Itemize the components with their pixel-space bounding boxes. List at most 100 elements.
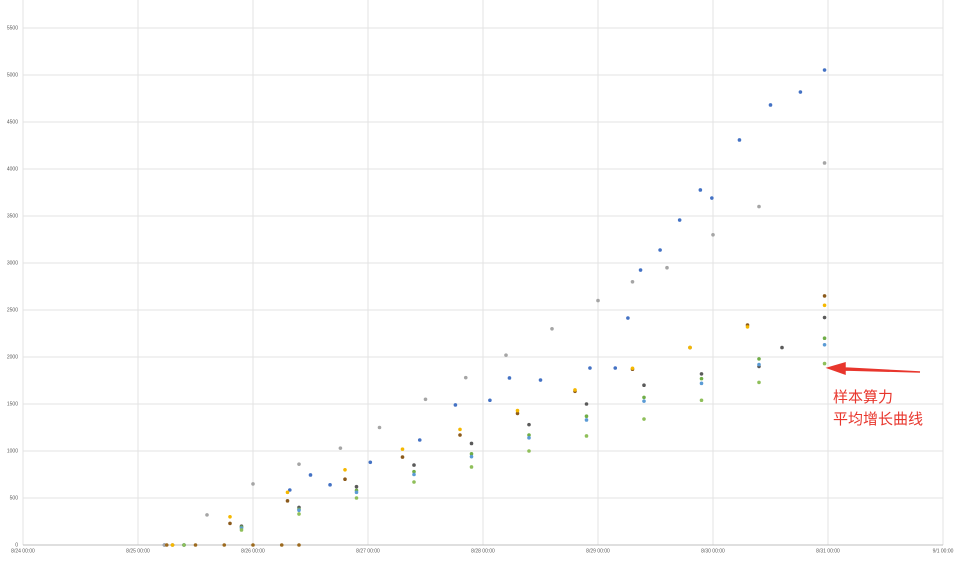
annotation: 样本算力 [833, 388, 893, 406]
point [164, 543, 169, 547]
point [768, 103, 773, 107]
point [699, 376, 704, 381]
x-tick-label: 8/30 00:00 [701, 548, 725, 554]
point [745, 325, 750, 329]
point [412, 472, 416, 477]
point [584, 434, 589, 438]
point [400, 447, 405, 451]
x-tick-label: 8/31 00:00 [816, 548, 840, 554]
point [285, 499, 290, 503]
point [297, 543, 301, 547]
point [642, 395, 646, 400]
point [757, 357, 761, 361]
point [182, 543, 186, 547]
point [504, 353, 508, 357]
y-tick-label: 5000 [7, 72, 18, 78]
point [630, 366, 635, 371]
point [538, 378, 543, 382]
point [698, 188, 703, 192]
point [412, 463, 416, 467]
point [688, 345, 692, 350]
point [354, 484, 359, 489]
point [757, 380, 761, 385]
point [711, 233, 715, 237]
point [596, 298, 600, 303]
point [488, 398, 492, 403]
y-tick-label: 2000 [7, 354, 18, 360]
point [285, 490, 290, 495]
point [507, 376, 512, 380]
point [642, 417, 646, 421]
point [665, 265, 669, 270]
point [228, 521, 232, 526]
point [550, 327, 554, 331]
point [453, 403, 458, 407]
point [469, 441, 474, 446]
point [822, 361, 827, 366]
point [205, 513, 209, 517]
point [193, 543, 198, 547]
x-tick-label: 8/27 00:00 [356, 548, 380, 554]
point [584, 414, 589, 419]
point [354, 496, 359, 500]
point [677, 218, 682, 222]
point [515, 411, 520, 416]
point [228, 515, 232, 519]
point [343, 468, 347, 472]
point [400, 455, 405, 459]
point [822, 294, 827, 298]
point [412, 469, 416, 474]
point [658, 248, 662, 252]
y-tick-label: 1000 [7, 448, 18, 454]
y-tick-label: 2500 [7, 307, 18, 313]
point [469, 465, 474, 469]
y-tick-label: 5500 [7, 25, 18, 31]
point [469, 454, 474, 459]
point [239, 528, 244, 532]
point [822, 303, 827, 308]
point [584, 418, 589, 422]
x-tick-label: 8/29 00:00 [586, 548, 610, 554]
point [297, 508, 301, 513]
point [368, 460, 373, 465]
point [642, 399, 646, 403]
point [822, 342, 827, 347]
point [308, 473, 313, 477]
point [642, 383, 646, 388]
point [377, 425, 382, 430]
point [630, 280, 635, 284]
y-tick-label: 3000 [7, 260, 18, 266]
point [527, 436, 531, 440]
point [798, 90, 803, 94]
point [469, 452, 474, 456]
y-tick-label: 4500 [7, 119, 18, 125]
point [170, 543, 175, 547]
arrow [825, 361, 921, 376]
point [463, 375, 468, 380]
point [251, 482, 255, 486]
point [737, 138, 742, 142]
point [279, 543, 284, 547]
point [757, 204, 761, 209]
point [288, 488, 292, 492]
point [458, 427, 462, 432]
point [573, 388, 577, 392]
x-tick-label: 8/25 00:00 [126, 548, 150, 554]
point [527, 422, 531, 427]
point [822, 68, 827, 72]
x-tick-label: 8/24 00:00 [11, 548, 35, 554]
point [515, 408, 520, 413]
point [780, 345, 784, 350]
point [638, 268, 643, 272]
point [699, 372, 704, 376]
point [251, 543, 255, 547]
point [613, 366, 618, 370]
y-tick-label: 500 [10, 495, 19, 501]
point [822, 336, 827, 341]
point [423, 397, 428, 402]
point [699, 398, 704, 403]
point [699, 381, 704, 386]
x-tick-label: 8/26 00:00 [241, 548, 265, 554]
